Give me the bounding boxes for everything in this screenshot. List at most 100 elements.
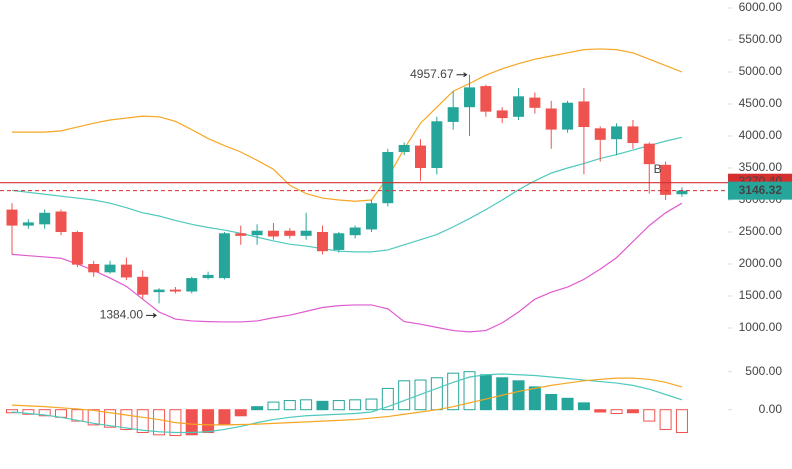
candle-body	[169, 289, 181, 292]
y-tick-label: 3500.00	[739, 160, 783, 174]
min-label: 1384.00	[100, 308, 144, 322]
y-tick-label: 2000.00	[739, 256, 783, 270]
candle-body	[431, 121, 443, 168]
histogram-bar	[447, 372, 460, 411]
histogram-bar	[300, 399, 313, 411]
candle-body	[365, 203, 377, 230]
y-tick-label: 2500.00	[739, 224, 783, 238]
candle-body	[513, 96, 525, 117]
histogram-bar	[381, 387, 394, 411]
histogram-bar	[463, 371, 476, 411]
histogram-bar	[577, 402, 590, 411]
candle-body	[333, 233, 345, 250]
histogram-bar	[153, 409, 166, 436]
max-arrow	[456, 72, 468, 78]
candle-body	[382, 152, 394, 204]
histogram-bar	[512, 380, 525, 411]
histogram-bar	[38, 409, 51, 417]
candle-body	[218, 233, 230, 279]
candle-body	[267, 230, 279, 237]
candle-body	[6, 209, 18, 226]
candle-body	[611, 126, 623, 140]
min-arrow	[146, 313, 157, 318]
candle-body	[562, 102, 574, 130]
last-price-tag	[728, 181, 792, 200]
candle-body	[496, 110, 508, 119]
histogram-bar	[561, 397, 574, 411]
candle-body	[447, 107, 459, 122]
candle-body	[88, 264, 100, 273]
candle-body	[349, 227, 361, 236]
candle-body	[153, 289, 165, 293]
y-tick-label: 5500.00	[739, 32, 783, 46]
candle-body	[464, 87, 476, 108]
y-tick-label: 4000.00	[739, 128, 783, 142]
candle-body	[545, 108, 557, 130]
y-tick-label: 6000.00	[739, 0, 783, 14]
candle-body	[120, 264, 132, 278]
histogram-bar	[120, 409, 133, 430]
histogram-bar	[626, 409, 639, 414]
candle-body	[55, 211, 67, 232]
histogram-bar	[675, 409, 688, 434]
histogram-bar	[610, 409, 623, 415]
y-tick-label: 4500.00	[739, 96, 783, 110]
band-line	[12, 48, 683, 202]
candle-body	[39, 212, 51, 225]
candle-body	[71, 232, 83, 265]
candle-body	[676, 190, 688, 195]
candle-body	[202, 274, 214, 279]
histogram-bar	[659, 409, 672, 430]
macd-line	[11, 377, 683, 426]
candle-body	[578, 101, 590, 128]
y-tick-label: 1000.00	[739, 320, 783, 334]
candle-body	[300, 230, 312, 236]
histogram-bar	[528, 386, 541, 411]
candle-body	[415, 145, 426, 168]
candle-body	[643, 143, 655, 165]
candle-body	[398, 144, 410, 152]
histogram-bar	[202, 409, 215, 434]
histogram-bar	[496, 377, 509, 411]
histogram-bar	[185, 409, 198, 436]
histogram-bar	[332, 400, 345, 411]
histogram-bar	[104, 409, 117, 428]
max-label: 4957.67	[410, 67, 454, 81]
candle-body	[627, 126, 639, 144]
candle-body	[284, 230, 296, 236]
candle-body	[186, 278, 198, 292]
histogram-bar	[479, 374, 492, 411]
y-tick-label: 500.00	[745, 364, 782, 378]
candle-body	[137, 276, 149, 295]
candle-body	[251, 230, 263, 236]
candle-body	[104, 264, 116, 273]
histogram-bar	[398, 380, 411, 411]
histogram-bar	[251, 406, 264, 411]
macd-line	[11, 373, 683, 434]
histogram-bar	[349, 399, 362, 411]
histogram-bar	[594, 409, 607, 413]
band-line	[11, 136, 683, 253]
candle-body	[529, 97, 541, 108]
candle-body	[660, 164, 672, 195]
y-tick-label: 5000.00	[739, 64, 783, 78]
candle-body	[235, 233, 247, 236]
histogram-bar	[71, 409, 84, 422]
histogram-bar	[136, 409, 149, 434]
histogram-bar	[6, 409, 18, 414]
histogram-bar	[218, 409, 231, 426]
histogram-bar	[22, 409, 35, 415]
histogram-bar	[365, 398, 378, 411]
candle-body	[316, 232, 328, 252]
y-tick-label: 0.00	[759, 402, 783, 416]
histogram-bar	[430, 377, 443, 411]
band-line	[11, 202, 683, 333]
histogram-bar	[87, 409, 100, 426]
last-price-label: 3146.32	[739, 183, 783, 197]
candle-body	[594, 128, 606, 140]
marker: B	[654, 162, 662, 176]
candle-body	[480, 86, 492, 112]
histogram-bar	[545, 393, 558, 411]
histogram-bar	[234, 409, 247, 417]
